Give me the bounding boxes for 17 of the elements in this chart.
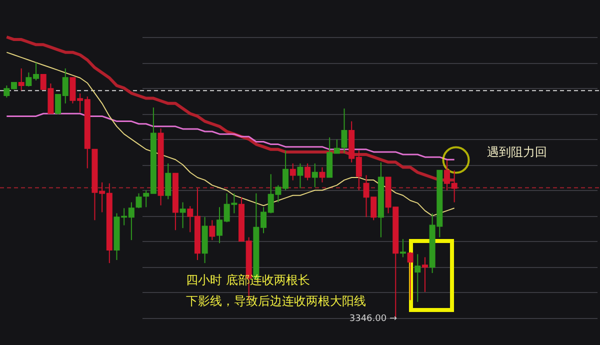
candlestick (319, 166, 326, 183)
annotation: 3346.00 → (349, 314, 398, 324)
candlestick (297, 162, 304, 189)
candlestick (414, 254, 421, 302)
candlestick (290, 162, 296, 181)
candlestick (180, 202, 186, 229)
text: 遇到阻力回 (487, 145, 547, 159)
candlestick (165, 162, 172, 200)
candlestick (407, 252, 414, 301)
candlestick (312, 162, 318, 188)
candlestick (209, 220, 216, 241)
candlestick (304, 162, 311, 181)
candlestick (400, 238, 406, 258)
candlestick (422, 256, 428, 292)
candlestick (136, 192, 142, 209)
candlestick (341, 108, 348, 154)
candlestick (18, 68, 24, 91)
